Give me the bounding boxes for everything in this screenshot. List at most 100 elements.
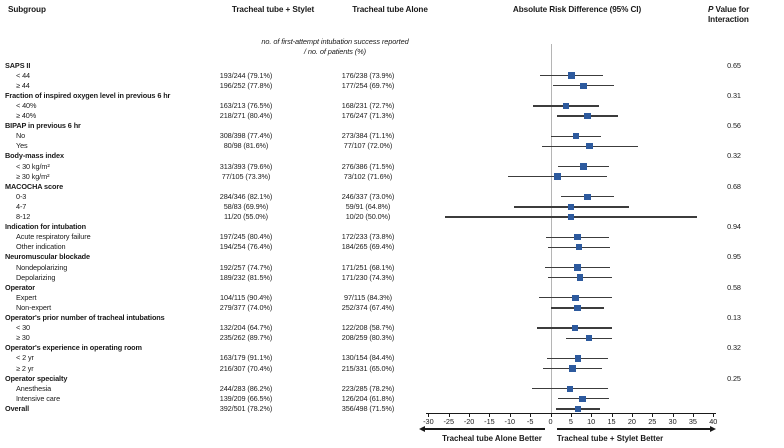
subtitle-line2: / no. of patients (%) (304, 47, 366, 56)
point-estimate-marker (568, 72, 575, 79)
x-axis-tick (489, 413, 491, 417)
subgroup-item-label: Expert (16, 292, 37, 302)
subgroup-item-label: ≥ 2 yr (16, 363, 34, 373)
alone-success-cell: 122/208 (58.7%) (341, 323, 395, 333)
stylet-success-cell: 193/244 (79.1%) (219, 70, 273, 80)
subgroup-item-label: < 30 kg/m² (16, 161, 50, 171)
x-axis-tick-label: -5 (526, 417, 534, 426)
stylet-success-cell: 80/98 (81.6%) (223, 141, 269, 151)
overall-label: Overall (5, 403, 30, 413)
p-value-interaction: 0.58 (727, 282, 741, 292)
point-estimate-marker (586, 143, 593, 150)
subgroup-item-label: ≥ 40% (16, 111, 37, 120)
point-estimate-marker (562, 102, 570, 110)
alone-success-cell: 276/386 (71.5%) (341, 161, 395, 171)
point-estimate-marker (572, 133, 580, 140)
point-estimate-marker (579, 395, 586, 402)
group-header-label: Operator specialty (5, 373, 68, 383)
alone-success-cell: 73/102 (71.6%) (343, 171, 393, 181)
right-arrow-line (557, 428, 711, 430)
group-header-label: MACOCHA score (5, 181, 64, 191)
x-axis-tick-label: 5 (568, 417, 573, 426)
column-header-risk-difference: Absolute Risk Difference (95% CI) (512, 5, 642, 14)
alone-success-cell: 176/238 (73.9%) (341, 70, 395, 80)
alone-success-cell: 59/91 (64.8%) (345, 201, 391, 211)
stylet-success-cell: 313/393 (79.6%) (219, 161, 273, 171)
x-axis-tick (591, 413, 593, 417)
subgroup-item-label: Intensive care (16, 393, 61, 403)
point-estimate-marker (572, 294, 579, 301)
group-header-label: BIPAP in previous 6 hr (5, 121, 81, 131)
point-estimate-marker (575, 244, 583, 251)
point-estimate-marker (580, 82, 587, 89)
subgroup-item-label: Nondepolarizing (16, 262, 68, 272)
alone-success-cell: 177/254 (69.7%) (341, 80, 395, 90)
subgroup-item-label: No (16, 131, 26, 141)
group-header-label: Indication for intubation (5, 222, 86, 232)
column-header-alone: Tracheal tube Alone (352, 5, 428, 14)
subgroup-item-label: ≥ 30 kg/m² (16, 171, 50, 181)
x-axis-tick-label: -15 (484, 417, 495, 426)
alone-success-cell: 252/374 (67.4%) (341, 302, 395, 312)
alone-success-cell: 356/498 (71.5%) (341, 403, 395, 413)
alone-success-cell: 215/331 (65.0%) (341, 363, 395, 373)
left-direction-label: Tracheal tube Alone Better (442, 433, 542, 443)
subgroup-item-label: Yes (16, 141, 28, 151)
x-axis-tick (550, 413, 552, 417)
subgroup-item-label: 8-12 (16, 212, 31, 221)
subgroup-item-label: < 30 (16, 323, 31, 333)
point-estimate-marker (585, 335, 592, 342)
subgroup-item-label: < 2 yr (16, 353, 34, 363)
x-axis-tick-label: -10 (504, 417, 516, 426)
left-arrow-line (424, 428, 545, 430)
stylet-success-cell: 218/271 (80.4%) (219, 111, 273, 120)
stylet-success-cell: 104/115 (90.4%) (220, 292, 272, 302)
subgroup-item-label: Depolarizing (16, 272, 56, 282)
stylet-success-cell: 308/398 (77.4%) (219, 131, 273, 141)
alone-success-cell: 77/107 (72.0%) (343, 141, 393, 151)
point-estimate-marker (574, 234, 581, 241)
stylet-success-cell: 196/252 (77.8%) (219, 80, 273, 90)
x-axis-tick-label: 15 (607, 417, 616, 426)
alone-success-cell: 208/259 (80.3%) (341, 333, 395, 343)
alone-success-cell: 223/285 (78.2%) (341, 383, 395, 393)
p-value-interaction: 0.32 (727, 343, 741, 353)
alone-success-cell: 10/20 (50.0%) (345, 212, 391, 221)
group-header-label: Body-mass index (5, 151, 64, 161)
p-value-interaction: 0.65 (727, 60, 741, 70)
point-estimate-marker (554, 173, 561, 180)
x-axis-tick (469, 413, 471, 417)
subgroup-item-label: 4-7 (16, 201, 27, 211)
x-axis-tick (570, 413, 572, 417)
stylet-success-cell: 11/20 (55.0%) (224, 212, 268, 221)
p-value-interaction: 0.25 (727, 373, 741, 383)
point-estimate-marker (568, 203, 575, 211)
alone-success-cell: 171/230 (74.3%) (341, 272, 395, 282)
alone-success-cell: 273/384 (71.1%) (341, 131, 395, 141)
x-axis-tick-label: 40 (709, 417, 718, 426)
stylet-success-cell: 189/232 (81.5%) (219, 272, 273, 282)
column-header-stylet: Tracheal tube + Stylet (231, 5, 315, 14)
subtitle-line1: no. of first-attempt intubation success … (261, 37, 409, 46)
x-axis-tick (428, 413, 430, 417)
subgroup-item-label: ≥ 44 (16, 80, 30, 90)
stylet-success-cell: 279/377 (74.0%) (219, 302, 273, 312)
stylet-success-cell: 77/105 (73.3%) (221, 171, 271, 181)
left-arrow-head-icon (418, 425, 425, 432)
stylet-success-cell: 216/307 (70.4%) (219, 363, 273, 373)
x-axis-tick-label: -30 (423, 417, 434, 426)
p-value-interaction: 0.32 (727, 151, 741, 161)
point-estimate-marker (574, 405, 581, 413)
column-header-p-value-line1: P Value for (708, 5, 750, 14)
group-header-label: Operator's prior number of tracheal intu… (5, 313, 165, 322)
subgroup-item-label: 0-3 (16, 191, 27, 201)
x-axis-tick (713, 413, 715, 417)
x-axis-tick-label: -25 (443, 417, 455, 426)
alone-success-cell: 171/251 (68.1%) (341, 262, 395, 272)
stylet-success-cell: 284/346 (82.1%) (219, 191, 273, 201)
point-estimate-marker (584, 193, 591, 200)
x-axis-tick (530, 413, 532, 417)
alone-success-cell: 97/115 (84.3%) (344, 292, 392, 302)
alone-success-cell: 172/233 (73.8%) (341, 232, 395, 242)
